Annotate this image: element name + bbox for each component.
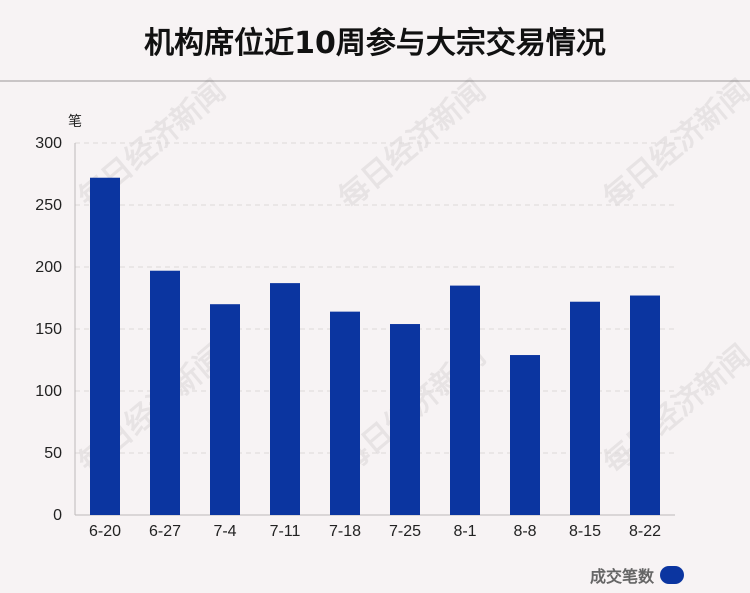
bar <box>270 283 300 515</box>
legend: 成交笔数 <box>590 563 684 587</box>
bar <box>390 324 420 515</box>
bar <box>210 304 240 515</box>
y-tick-label: 150 <box>35 321 62 338</box>
legend-swatch <box>660 566 684 584</box>
x-tick-label: 8-15 <box>569 523 601 540</box>
x-tick-label: 7-18 <box>329 523 361 540</box>
x-tick-label: 7-4 <box>213 523 236 540</box>
page-title: 机构席位近10周参与大宗交易情况 <box>144 26 606 61</box>
bar <box>510 355 540 515</box>
x-tick-label: 7-25 <box>389 523 421 540</box>
bar <box>90 177 120 515</box>
legend-label: 成交笔数 <box>589 567 654 586</box>
y-tick-label: 200 <box>35 259 62 276</box>
title-divider <box>0 80 750 82</box>
x-tick-label: 8-1 <box>453 523 476 540</box>
y-tick-label: 250 <box>35 197 62 214</box>
bar <box>150 270 180 515</box>
x-tick-label: 6-20 <box>89 523 121 540</box>
bar <box>570 301 600 515</box>
y-tick-label: 0 <box>53 507 62 524</box>
bar <box>630 295 660 515</box>
x-tick-label: 7-11 <box>270 523 301 540</box>
x-tick-label: 8-22 <box>629 523 661 540</box>
bar <box>450 285 480 515</box>
x-tick-label: 8-8 <box>513 523 536 540</box>
y-tick-label: 100 <box>35 383 62 400</box>
bar <box>330 311 360 515</box>
y-tick-label: 300 <box>35 135 62 152</box>
y-tick-label: 50 <box>44 445 62 462</box>
x-tick-label: 6-27 <box>149 523 181 540</box>
y-axis-label: 笔 <box>68 114 82 130</box>
